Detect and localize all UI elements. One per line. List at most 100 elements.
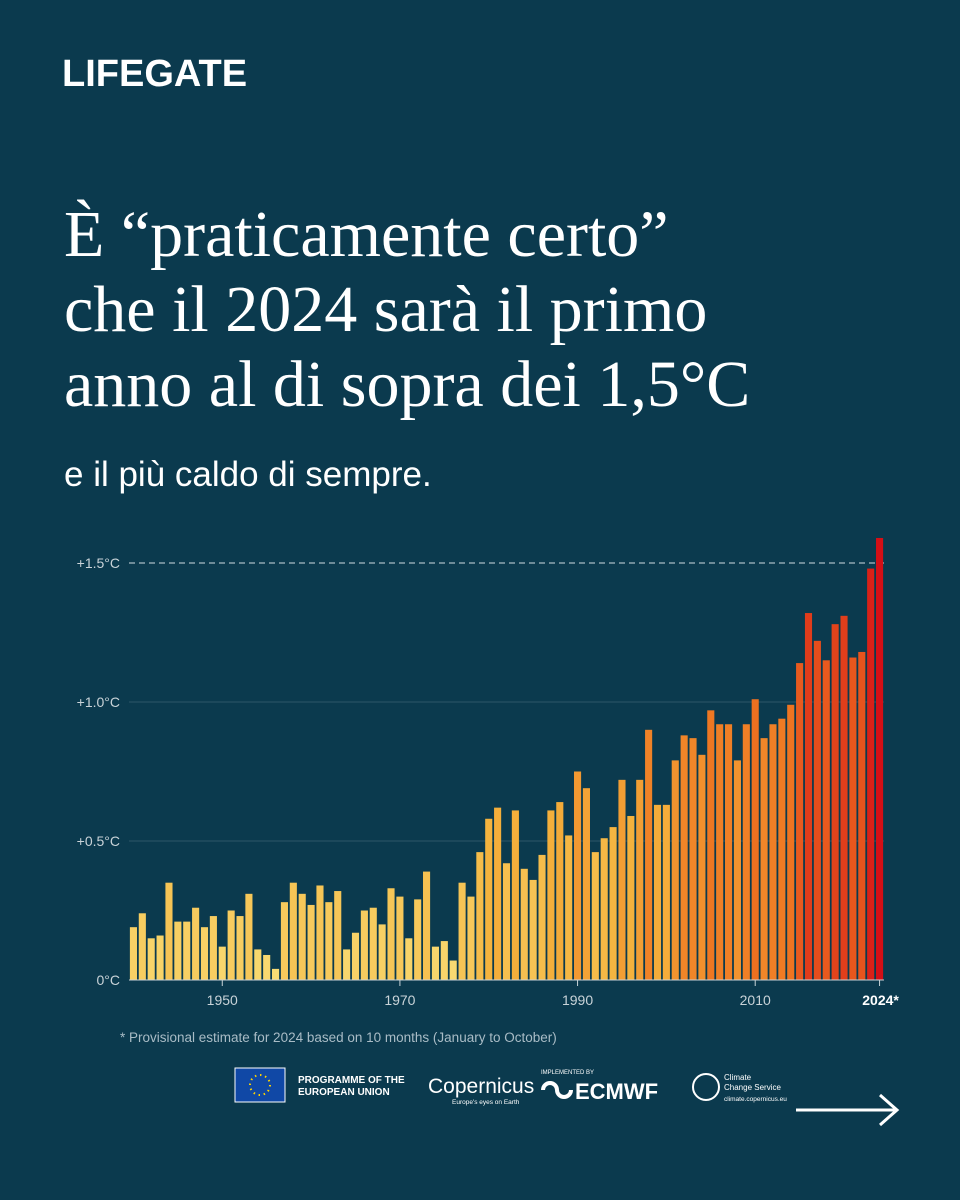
bar [467, 896, 475, 980]
bar [440, 941, 448, 980]
bar [147, 938, 155, 980]
arrow-head[interactable] [879, 1093, 900, 1127]
eu-stars [249, 1074, 271, 1096]
bar [351, 932, 360, 980]
bar [307, 904, 315, 980]
bar [840, 615, 848, 980]
c3s-text: Change Service [724, 1083, 781, 1092]
bar [289, 882, 297, 980]
bar [804, 613, 813, 980]
brand: LIFEGATE [62, 53, 247, 95]
ecmwf-text: ECMWF [575, 1079, 658, 1104]
bar [547, 810, 555, 980]
eu-text: PROGRAMME OF THE [298, 1075, 405, 1086]
bar [200, 927, 209, 980]
bar [165, 882, 173, 980]
bar [574, 771, 582, 980]
bar [591, 852, 599, 980]
bar [556, 802, 564, 980]
bar [502, 863, 511, 980]
bar [360, 910, 368, 980]
bar [263, 954, 271, 980]
bar [138, 913, 146, 980]
bar [689, 738, 697, 980]
bar [520, 868, 528, 980]
eu-logo: PROGRAMME OF THE EUROPEAN UNION [234, 1067, 405, 1103]
bar [369, 907, 377, 980]
bar [156, 935, 164, 980]
bar [813, 640, 821, 980]
y-tick-label: +1.0°C [77, 694, 120, 710]
ecmwf-logo: IMPLEMENTED BY ECMWF [541, 1070, 658, 1104]
bar [449, 960, 457, 980]
bar [387, 888, 395, 980]
bar [849, 657, 857, 980]
chart: 0°C +0.5°C +1.0°C +1.5°C 1950 1970 1990 2010 202… [77, 537, 899, 1008]
c3s-mark [692, 1073, 720, 1101]
eu-flag [234, 1067, 286, 1103]
bar [778, 718, 786, 980]
bar [236, 916, 244, 980]
headline: È “praticamente certo” [64, 198, 669, 271]
bar [431, 946, 439, 980]
bar [334, 891, 342, 980]
bar [396, 896, 404, 980]
bar [538, 854, 546, 980]
bar [414, 899, 422, 980]
bar [822, 660, 830, 980]
headline: che il 2024 sarà il primo [64, 273, 707, 346]
c3s-url: climate.copernicus.eu [724, 1096, 787, 1103]
bar [609, 827, 617, 980]
x-tick-label: 1990 [562, 992, 593, 1008]
headline: anno al di sopra dei 1,5°C [64, 348, 750, 421]
bar [494, 807, 502, 980]
bar [485, 818, 493, 980]
subheadline: e il più caldo di sempre. [64, 455, 432, 494]
bar [707, 710, 715, 980]
bar [751, 699, 759, 980]
c3s-text: Climate [724, 1073, 752, 1082]
bar [636, 779, 644, 980]
bar [653, 804, 662, 980]
bar [582, 788, 590, 980]
bar [218, 946, 226, 980]
y-tick-label: 0°C [97, 972, 121, 988]
bar [769, 724, 777, 980]
next-arrow[interactable] [796, 1093, 900, 1127]
bar [325, 902, 333, 980]
bar [680, 735, 688, 980]
x-tick-label: 1950 [207, 992, 238, 1008]
bar [742, 724, 750, 980]
footnote: * Provisional estimate for 2024 based on… [120, 1030, 557, 1045]
bar [698, 754, 706, 980]
bar [209, 916, 217, 980]
ecmwf-pre: IMPLEMENTED BY [541, 1070, 594, 1076]
bar [272, 968, 280, 980]
bar [423, 871, 431, 980]
bar [405, 938, 413, 980]
bar [192, 907, 200, 980]
eu-text: EUROPEAN UNION [298, 1087, 390, 1098]
bar [280, 902, 288, 980]
bar [876, 537, 884, 980]
bar [529, 879, 537, 980]
bar [298, 893, 306, 980]
bar [174, 921, 182, 980]
bar [796, 663, 804, 980]
x-tick-label: 2010 [740, 992, 771, 1008]
bar [378, 924, 386, 980]
bar [476, 852, 484, 980]
bar [458, 882, 466, 980]
y-tick-label: +0.5°C [77, 833, 120, 849]
bar [662, 804, 670, 980]
bar [867, 568, 875, 980]
x-tick-label: 1970 [384, 992, 415, 1008]
bar [600, 838, 608, 980]
bar [343, 949, 351, 980]
bar [716, 724, 724, 980]
copernicus-tagline: Europe's eyes on Earth [452, 1099, 520, 1106]
bar [316, 885, 324, 980]
